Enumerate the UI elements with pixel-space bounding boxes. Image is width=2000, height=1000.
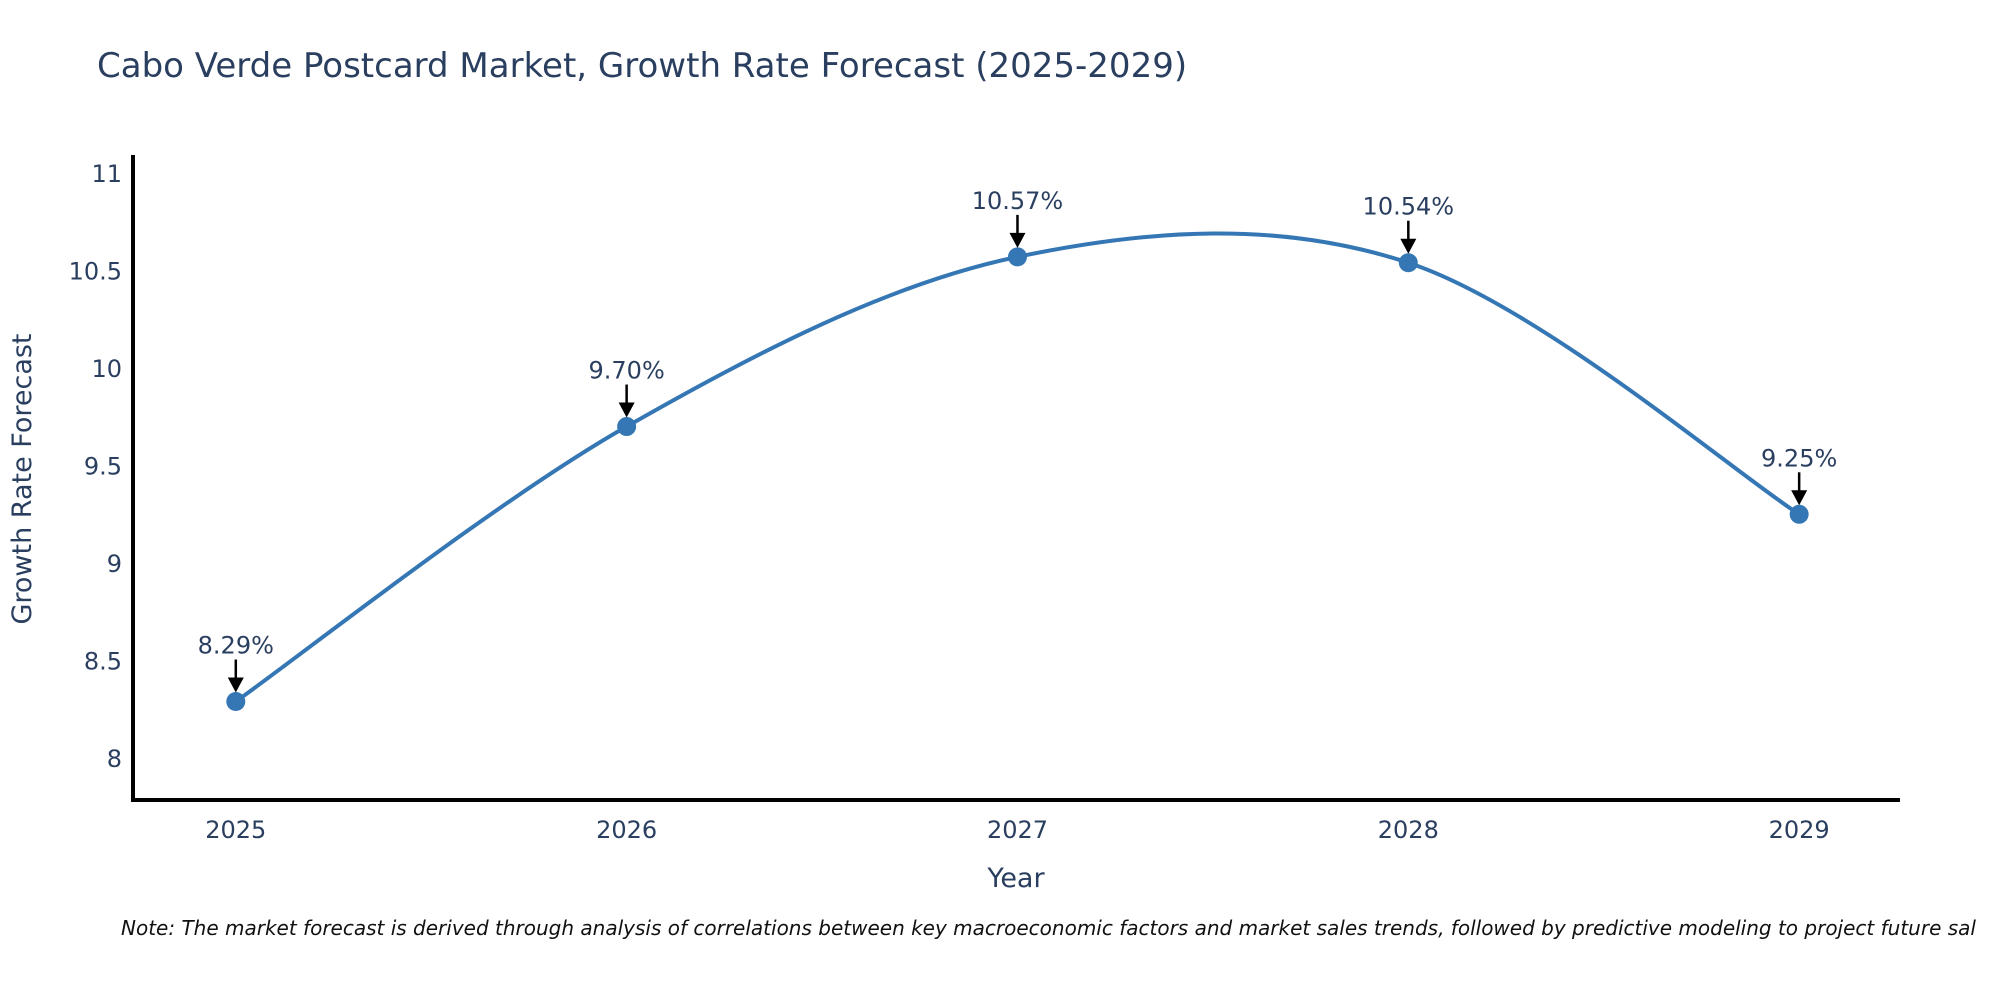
trend-line <box>233 231 1802 704</box>
annotation-arrowhead <box>1791 490 1808 506</box>
plot-area: 8 8.5 9 9.5 10 10.5 11 2025 2026 2027 2028 2029 8.29… <box>69 155 1900 844</box>
x-tick-label: 2026 <box>596 816 657 844</box>
annotation-arrowhead <box>227 677 244 693</box>
data-point-marker <box>1398 253 1418 273</box>
chart-title: Cabo Verde Postcard Market, Growth Rate … <box>97 46 1188 86</box>
annotation-arrowhead <box>1009 232 1026 248</box>
y-tick-label: 11 <box>91 160 122 188</box>
y-tick-label: 8 <box>107 745 122 773</box>
data-point-marker <box>1789 504 1809 524</box>
x-tick-label: 2025 <box>205 816 266 844</box>
annotation-arrowhead <box>1400 238 1417 254</box>
point-annotation: 10.57% <box>972 187 1064 215</box>
data-point-marker <box>617 417 637 437</box>
footnote: Note: The market forecast is derived thr… <box>121 916 1976 940</box>
x-tick-label: 2028 <box>1378 816 1439 844</box>
annotation-arrowhead <box>618 402 635 418</box>
y-tick-label: 9 <box>107 550 122 578</box>
x-tick-label: 2029 <box>1769 816 1830 844</box>
y-tick-label: 8.5 <box>84 648 122 676</box>
data-point-marker <box>226 692 246 712</box>
x-tick-label: 2027 <box>987 816 1048 844</box>
y-tick-label: 10.5 <box>69 258 122 286</box>
point-annotation: 8.29% <box>198 632 274 660</box>
y-axis-title: Growth Rate Forecast <box>7 333 38 624</box>
x-axis-title: Year <box>986 863 1045 894</box>
point-annotation: 9.70% <box>589 357 665 385</box>
point-annotation: 10.54% <box>1363 193 1455 221</box>
data-point-marker <box>1007 247 1027 267</box>
y-tick-label: 9.5 <box>84 453 122 481</box>
point-annotation: 9.25% <box>1761 444 1837 472</box>
y-tick-label: 10 <box>91 355 122 383</box>
